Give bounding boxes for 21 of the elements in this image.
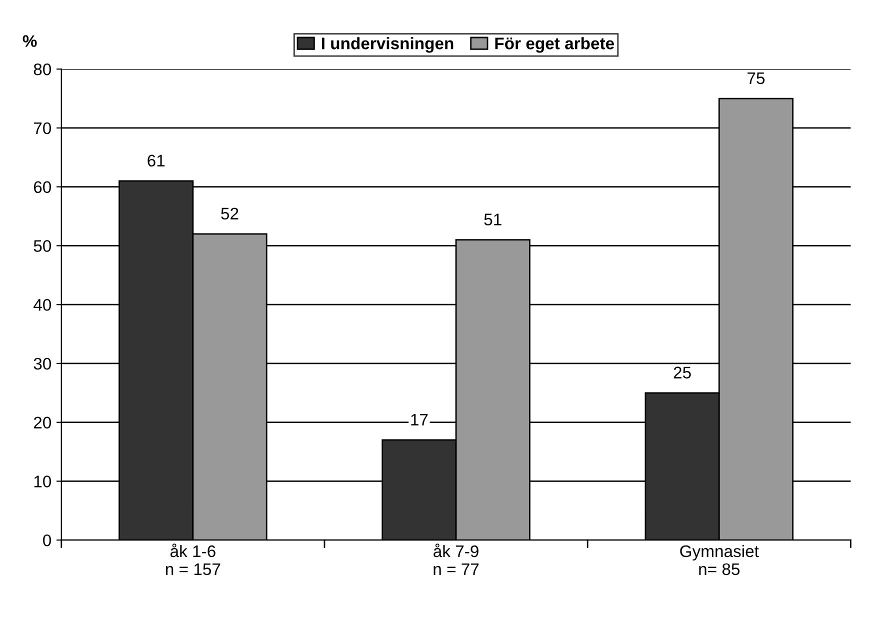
y-tick-label: 40 [34, 298, 52, 311]
legend-label: För eget arbete [495, 37, 614, 53]
y-tick-label: 20 [34, 416, 52, 429]
y-tick-label: 30 [34, 358, 52, 370]
x-tick-label: åk 1-6 n = 157 [166, 544, 220, 576]
y-tick-label: 60 [34, 181, 52, 194]
y-tick-label: 50 [34, 240, 52, 252]
data-label: 17 [411, 414, 428, 426]
data-label: 61 [148, 154, 165, 167]
y-tick-label: 10 [34, 476, 52, 488]
y-tick-label: 80 [34, 63, 52, 76]
data-label: 51 [484, 214, 502, 226]
data-label: 25 [674, 366, 691, 378]
legend-label: I undervisningen [322, 37, 454, 53]
x-tick-label: åk 7-9 n = 77 [434, 544, 479, 575]
y-tick-label: 0 [43, 534, 52, 546]
data-label: 52 [221, 208, 238, 220]
x-tick-label: Gymnasiet n= 85 [680, 544, 759, 576]
data-label: 75 [748, 72, 765, 84]
y-axis-title: % [22, 35, 37, 47]
y-tick-label: 70 [34, 122, 52, 134]
